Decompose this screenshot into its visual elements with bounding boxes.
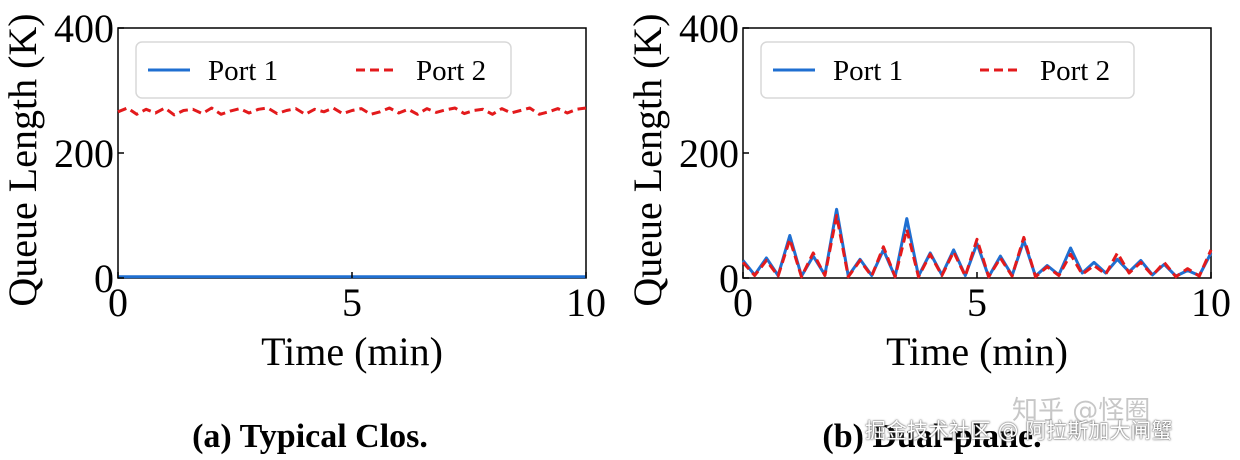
- y-tick-label: 400: [54, 6, 114, 51]
- x-axis-label: Time (min): [261, 329, 443, 374]
- y-tick-label: 200: [54, 131, 114, 176]
- series-layer: [741, 207, 1213, 279]
- chart-caption: (a) Typical Clos.: [192, 418, 428, 455]
- series-layer: [117, 106, 587, 279]
- y-tick-label: 200: [679, 131, 739, 176]
- x-tick-label: 10: [566, 280, 606, 325]
- legend-label-port-1: Port 1: [833, 55, 903, 87]
- series-line-port-2: [117, 106, 587, 117]
- x-tick-label: 0: [108, 280, 128, 325]
- y-tick-label: 0: [719, 256, 739, 301]
- legend-box: [135, 41, 512, 99]
- chart-caption: (b) Dual-plane.: [822, 418, 1041, 455]
- legend-label-port-1: Port 1: [208, 55, 278, 87]
- x-axis-label: Time (min): [886, 329, 1068, 374]
- series-line-port-2: [741, 214, 1213, 279]
- y-tick-label: 400: [679, 6, 739, 51]
- x-tick-label: 5: [967, 280, 987, 325]
- y-tick-label: 0: [94, 256, 114, 301]
- legend-label-port-2: Port 2: [416, 55, 486, 87]
- y-axis-label: Queue Length (K): [0, 13, 45, 306]
- x-tick-label: 0: [733, 280, 753, 325]
- y-axis-label: Queue Length (K): [625, 13, 670, 306]
- legend: Port 1 Port 2: [135, 41, 512, 99]
- watermark-zhihu: 知乎 @怪圈: [1012, 396, 1151, 426]
- x-tick-label: 5: [342, 280, 362, 325]
- x-tick-label: 10: [1191, 280, 1231, 325]
- legend-label-port-2: Port 2: [1040, 55, 1110, 87]
- ticks-layer: 0 5 10 0 200 400: [679, 6, 1231, 325]
- legend-box: [760, 41, 1135, 99]
- watermark-juejin: 掘金技术社区 @ 阿拉斯加大闸蟹: [865, 419, 1173, 443]
- ticks-layer: 0 5 10 0 200 400: [54, 6, 606, 325]
- legend: Port 1 Port 2: [760, 41, 1135, 99]
